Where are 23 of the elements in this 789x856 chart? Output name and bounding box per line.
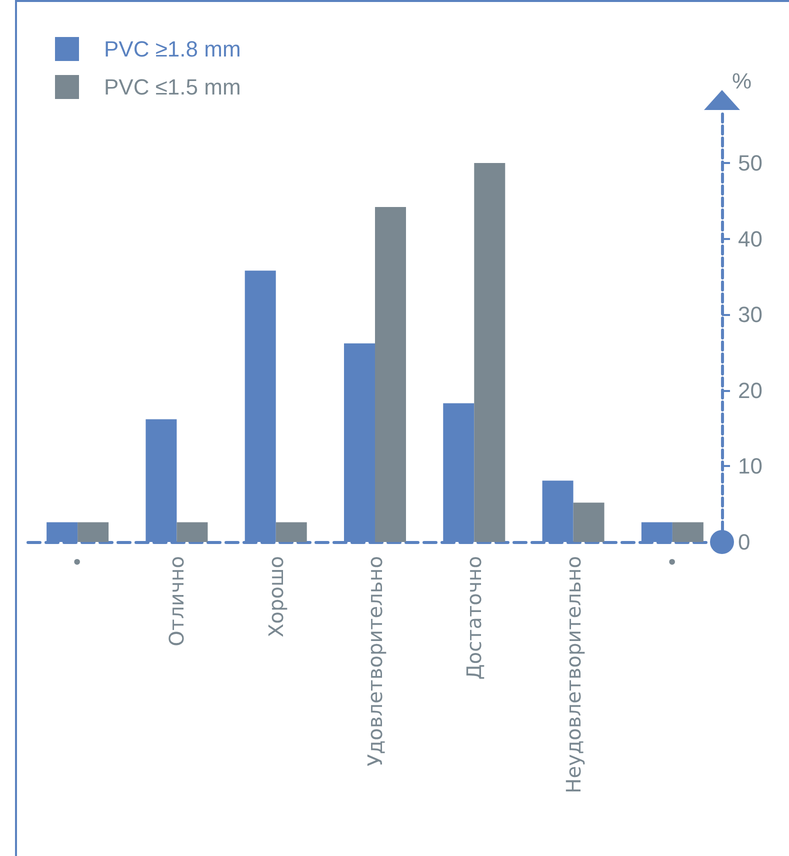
x-tick-label: • [66,556,90,568]
bar [474,163,506,542]
x-tick-label: Удовлетворительно [363,556,387,766]
x-tick-label: Отлично [164,556,189,646]
bar [78,522,109,542]
bar [375,207,406,542]
x-tick-label: Хорошо [264,556,288,638]
y-tick-label: 50 [738,150,762,176]
bar [573,502,604,542]
y-tick-label: 20 [738,378,762,403]
legend-label: PVC ≥1.8 mm [104,36,241,62]
y-tick-label: 0 [738,530,750,554]
x-tick-label: • [660,556,684,568]
bar [672,522,704,542]
y-tick-label: 30 [738,302,762,328]
y-axis-title: % [732,68,752,94]
x-tick-label: Неудовлетворительно [561,556,586,794]
bar [176,522,208,542]
legend-label: PVC ≤1.5 mm [104,74,241,100]
y-tick-label: 40 [738,226,762,252]
x-tick-label: Достаточно [462,556,486,680]
y-tick-label: 10 [738,454,762,479]
bar [276,522,307,542]
